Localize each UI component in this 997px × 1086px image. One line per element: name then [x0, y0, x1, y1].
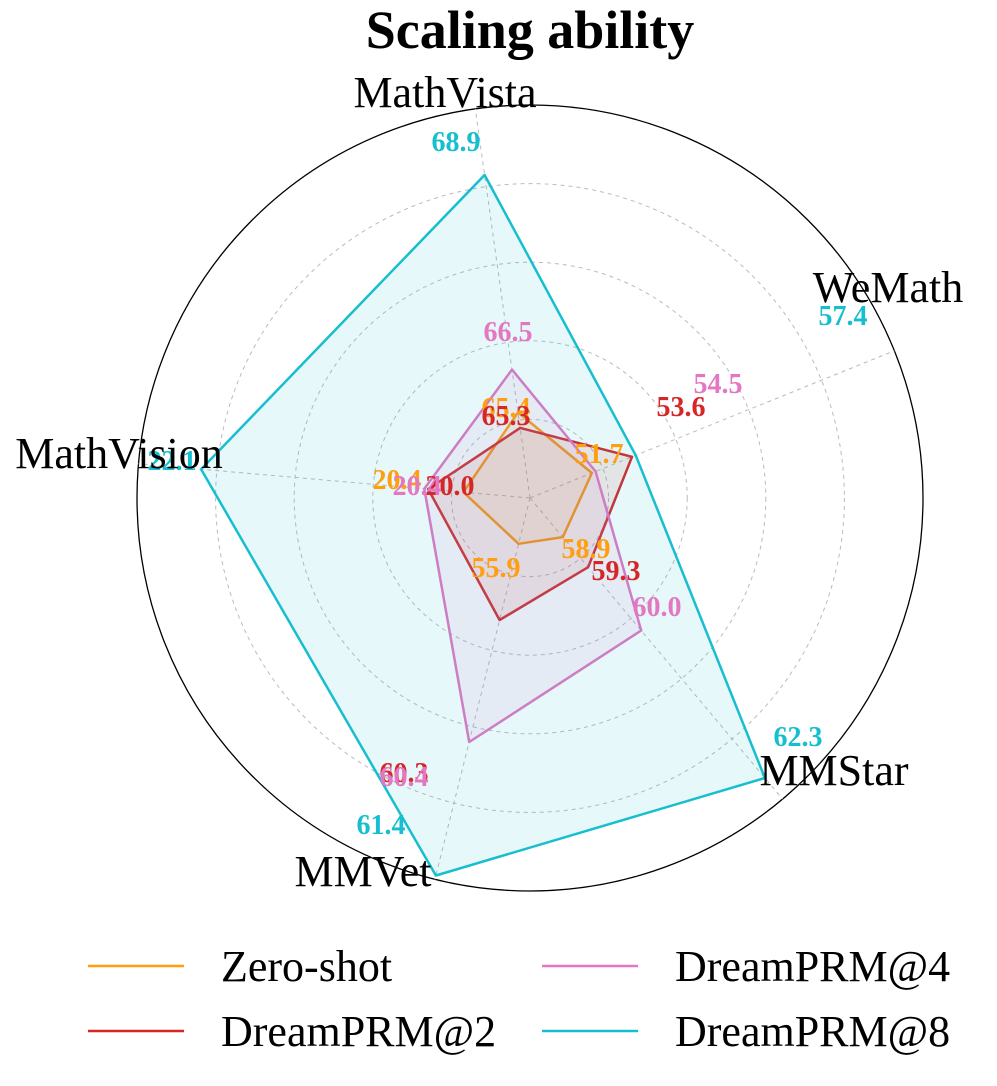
value-label: 60.3 [380, 758, 429, 789]
value-label: 53.6 [657, 392, 706, 423]
value-label: 68.9 [432, 127, 481, 158]
value-label: 57.4 [819, 301, 868, 332]
grid-ring-4 [215, 183, 845, 813]
chart-title: Scaling ability [366, 0, 695, 60]
value-label: 65.3 [482, 401, 531, 432]
value-label: 20.4 [373, 465, 422, 496]
value-label: 59.3 [592, 556, 641, 587]
spoke-mmstar [529, 497, 783, 800]
axis-labels: MathVista WeMath MMStar MMVet MathVision [15, 68, 963, 896]
legend-item-zero-shot: Zero-shot [88, 942, 392, 991]
grid-ring-1 [450, 418, 610, 578]
axis-label-mathvista: MathVista [353, 68, 536, 117]
value-labels: 65.465.3 66.5 68.9 51.7 53.654.5 57.4 58.959.3… [148, 127, 868, 841]
value-label: 60.4 [380, 762, 429, 793]
radar-grid [136, 104, 924, 892]
value-label: 65.4 [482, 393, 531, 424]
legend-label: DreamPRM@2 [221, 1007, 496, 1056]
value-label: 51.7 [575, 439, 624, 470]
axis-label-mmvet: MMVet [295, 847, 432, 896]
outer-ring [136, 104, 924, 892]
value-label: 62.3 [774, 722, 823, 753]
spoke-mmvet [434, 497, 531, 880]
value-label: 66.5 [484, 317, 533, 348]
axis-label-mmstar: MMStar [759, 746, 908, 795]
legend-label: DreamPRM@4 [675, 942, 950, 991]
value-label: 61.4 [357, 810, 406, 841]
value-label: 60.0 [633, 592, 682, 623]
series-dreamprm-4 [423, 368, 643, 744]
value-label: 22.1 [148, 446, 197, 477]
legend-item-dreamprm-4: DreamPRM@4 [542, 942, 950, 991]
legend: Zero-shot DreamPRM@2 DreamPRM@4 DreamPRM@8 [88, 942, 950, 1056]
grid-ring-2 [372, 340, 688, 656]
legend-label: DreamPRM@8 [675, 1007, 950, 1056]
legend-label: Zero-shot [221, 942, 392, 991]
grid-ring-3 [293, 261, 767, 735]
series-dreamprm-2 [426, 426, 634, 622]
spoke-mathvista [474, 108, 531, 499]
value-label: 20.0 [426, 471, 475, 502]
value-label: 54.5 [694, 369, 743, 400]
value-label: 20.4 [393, 471, 442, 502]
value-label: 55.9 [472, 553, 521, 584]
radar-series [199, 173, 767, 877]
series-dreamprm-8 [199, 173, 767, 877]
axis-label-wemath: WeMath [813, 263, 963, 312]
axis-label-mathvision: MathVision [15, 429, 223, 478]
value-label: 58.9 [562, 534, 611, 565]
legend-item-dreamprm-8: DreamPRM@8 [542, 1007, 950, 1056]
legend-item-dreamprm-2: DreamPRM@2 [88, 1007, 496, 1056]
